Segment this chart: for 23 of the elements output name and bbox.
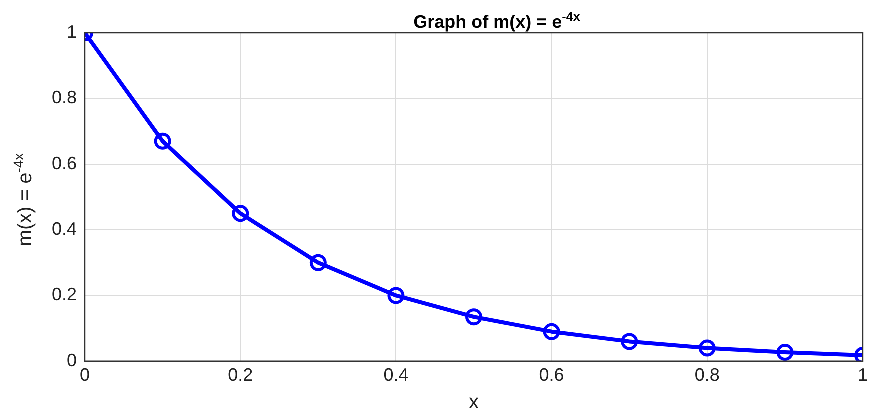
x-tick-label: 0.4 bbox=[384, 365, 409, 386]
y-tick-label: 0.8 bbox=[52, 88, 78, 108]
point bbox=[543, 323, 560, 340]
y-tick-label: 0.2 bbox=[52, 284, 78, 305]
point bbox=[621, 333, 638, 350]
x-tick-label: 0.6 bbox=[539, 365, 564, 386]
point bbox=[466, 308, 483, 326]
point bbox=[698, 340, 716, 357]
x-tick-label: 1 bbox=[858, 365, 868, 386]
x-tick-label: 0.2 bbox=[228, 365, 254, 386]
point bbox=[154, 132, 172, 150]
point bbox=[776, 344, 794, 362]
x-tick-label: 0.8 bbox=[694, 365, 720, 386]
y-tick-label: 0 bbox=[67, 350, 78, 370]
x-axis-title: x bbox=[469, 392, 480, 414]
point bbox=[232, 205, 250, 222]
x-tick-label: 0 bbox=[80, 365, 90, 386]
point bbox=[388, 287, 405, 304]
y-tick-label: 0.4 bbox=[52, 219, 78, 240]
y-tick-label: 0.6 bbox=[52, 153, 78, 174]
point bbox=[310, 254, 327, 272]
chart-title: Graph of m(x) = e$^{-4x}$ bbox=[412, 10, 582, 33]
y-tick-label: 1 bbox=[67, 22, 78, 42]
